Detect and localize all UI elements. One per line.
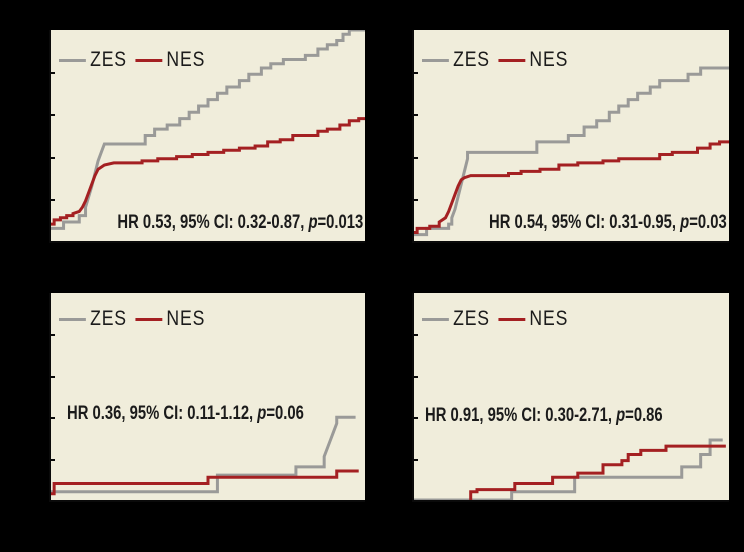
nes-legend-line (498, 317, 526, 321)
nes-legend-line (498, 58, 526, 62)
zes-legend-label: ZES (453, 48, 490, 71)
p-italic: p (616, 405, 626, 426)
nes-legend-label: NES (529, 48, 569, 71)
hr-annotation: HR 0.36, 95% CI: 0.11-1.12, p=0.06 (67, 403, 304, 425)
nes-curve (51, 119, 365, 224)
y-axis-tick (51, 334, 55, 337)
y-axis-tick (51, 458, 55, 461)
y-axis-tick (414, 417, 418, 420)
y-axis-tick (51, 198, 55, 201)
survival-curves-plot-bottom-left (51, 293, 365, 500)
km-panel-top-left: ZES NES HR 0.53, 95% CI: 0.32-0.87, p=0.… (49, 30, 365, 243)
y-axis-tick (414, 458, 418, 461)
hr-text: HR 0.54, 95% CI: 0.31-0.95, (489, 212, 681, 233)
nes-legend-label: NES (166, 307, 206, 330)
zes-curve (51, 417, 356, 492)
y-axis-tick (51, 417, 55, 420)
hr-text: HR 0.91, 95% CI: 0.30-2.71, (425, 405, 617, 426)
nes-curve (51, 471, 359, 494)
p-value: =0.86 (625, 405, 663, 426)
legend: ZES NES (422, 307, 568, 331)
zes-legend-label: ZES (90, 307, 127, 330)
zes-legend-line (59, 317, 86, 321)
y-axis-tick (414, 198, 418, 201)
hr-annotation: HR 0.91, 95% CI: 0.30-2.71, p=0.86 (425, 405, 663, 427)
legend: ZES NES (422, 48, 568, 72)
zes-legend-label: ZES (90, 48, 127, 71)
km-panel-bottom-left: ZES NES HR 0.36, 95% CI: 0.11-1.12, p=0.… (49, 293, 365, 502)
nes-legend-label: NES (166, 48, 206, 71)
zes-legend-line (422, 58, 449, 62)
y-axis-tick (414, 334, 418, 337)
survival-curves-plot-top-right (414, 30, 729, 241)
hr-annotation: HR 0.54, 95% CI: 0.31-0.95, p=0.03 (489, 212, 727, 234)
p-italic: p (680, 212, 690, 233)
legend: ZES NES (59, 48, 205, 72)
hr-text: HR 0.53, 95% CI: 0.32-0.87, (117, 212, 309, 233)
y-axis-tick (414, 375, 418, 378)
zes-curve (414, 68, 729, 235)
survival-curves-plot-bottom-right (414, 293, 729, 500)
zes-legend-label: ZES (453, 307, 490, 330)
y-axis-tick (414, 156, 418, 159)
p-italic: p (257, 403, 267, 424)
zes-legend-line (422, 317, 449, 321)
zes-legend-line (59, 58, 86, 62)
legend: ZES NES (59, 307, 205, 331)
nes-legend-line (135, 58, 163, 62)
zes-curve (414, 440, 723, 500)
p-value: =0.06 (266, 403, 304, 424)
p-italic: p (308, 212, 318, 233)
hr-text: HR 0.36, 95% CI: 0.11-1.12, (67, 403, 258, 424)
nes-curve (414, 142, 729, 233)
y-axis-tick (51, 375, 55, 378)
nes-curve (471, 446, 726, 500)
y-axis-tick (414, 114, 418, 117)
y-axis-tick (51, 72, 55, 75)
p-value: =0.013 (317, 212, 363, 233)
survival-curves-plot-top-left (51, 30, 365, 241)
km-panel-bottom-right: ZES NES HR 0.91, 95% CI: 0.30-2.71, p=0.… (412, 293, 729, 502)
y-axis-tick (51, 156, 55, 159)
nes-legend-label: NES (529, 307, 569, 330)
y-axis-tick (414, 72, 418, 75)
km-panel-top-right: ZES NES HR 0.54, 95% CI: 0.31-0.95, p=0.… (412, 30, 729, 243)
p-value: =0.03 (689, 212, 727, 233)
y-axis-tick (51, 114, 55, 117)
nes-legend-line (135, 317, 163, 321)
hr-annotation: HR 0.53, 95% CI: 0.32-0.87, p=0.013 (117, 212, 363, 234)
